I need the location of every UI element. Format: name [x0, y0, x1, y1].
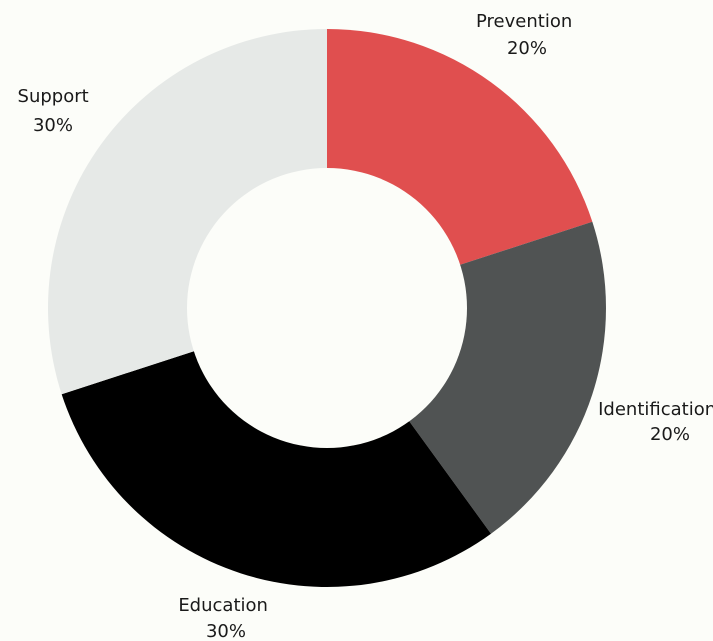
slice-label-identification: Identification 20%: [598, 399, 713, 445]
slice-label-education: Education 30%: [178, 595, 273, 641]
donut-hole: [187, 168, 467, 448]
slice-label-education-value: 30%: [206, 621, 246, 641]
slice-label-prevention-name: Prevention: [476, 11, 572, 32]
slice-education: [61, 308, 491, 587]
slice-label-support-name: Support: [18, 86, 89, 107]
slice-label-identification-name: Identification: [598, 399, 713, 420]
slice-label-support: Support 30%: [18, 86, 95, 136]
slice-label-education-name: Education: [178, 595, 268, 616]
slice-label-support-value: 30%: [33, 115, 73, 136]
slice-label-identification-value: 20%: [650, 424, 690, 445]
slice-label-prevention-value: 20%: [507, 38, 547, 59]
slice-label-prevention: Prevention 20%: [476, 11, 578, 59]
